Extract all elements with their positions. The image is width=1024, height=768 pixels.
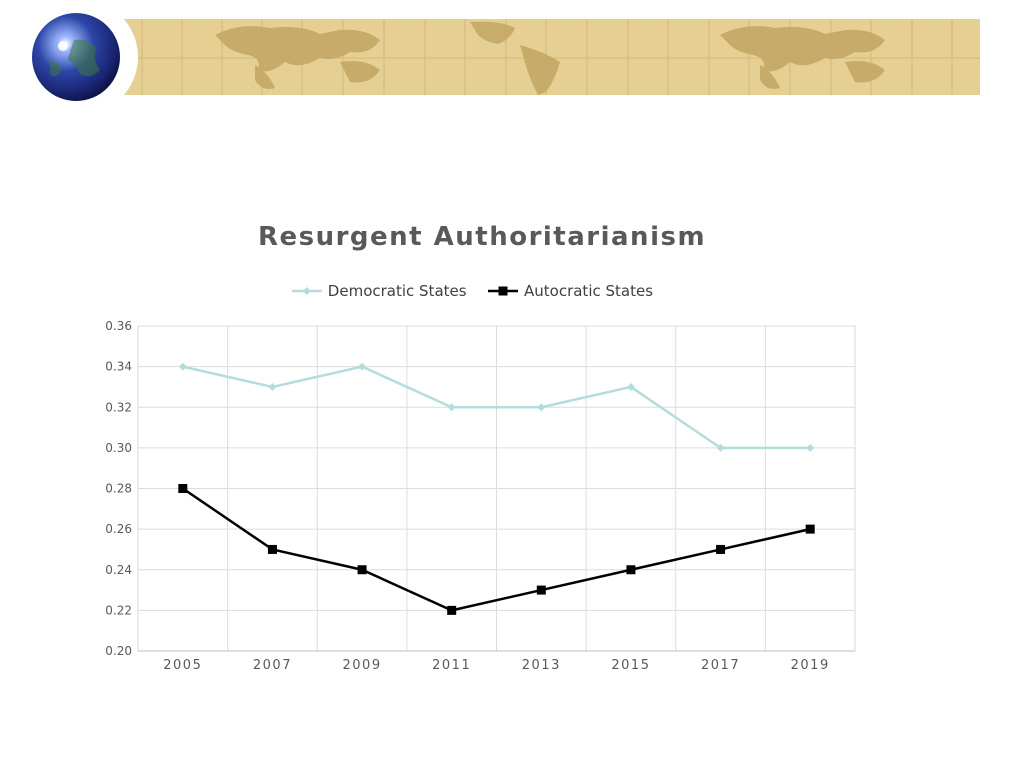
data-point-diamond: [358, 362, 367, 371]
data-point-square: [267, 544, 277, 554]
data-point-diamond: [537, 403, 546, 412]
data-point-diamond: [806, 443, 815, 452]
y-tick-label: 0.30: [105, 441, 132, 455]
y-tick-label: 0.24: [105, 563, 132, 577]
data-point-diamond: [268, 382, 277, 391]
y-tick-label: 0.22: [105, 603, 132, 617]
data-point-diamond: [716, 443, 725, 452]
legend-label: Democratic States: [328, 282, 467, 300]
y-tick-label: 0.28: [105, 482, 132, 496]
data-point-square: [805, 524, 815, 534]
x-tick-label: 2015: [611, 658, 650, 673]
x-tick-label: 2017: [701, 658, 740, 673]
legend-marker-diamond: [302, 287, 311, 295]
data-point-diamond: [626, 382, 635, 391]
y-tick-label: 0.20: [105, 644, 132, 658]
y-tick-label: 0.26: [105, 522, 132, 536]
x-tick-label: 2019: [791, 658, 830, 673]
x-tick-label: 2011: [432, 658, 471, 673]
data-point-square: [178, 484, 188, 493]
data-point-square: [626, 565, 636, 575]
chart-title: Resurgent Authoritarianism: [257, 222, 707, 252]
y-tick-label: 0.36: [105, 319, 132, 333]
data-point-square: [447, 605, 457, 615]
series-line-2: [182, 487, 811, 612]
data-point-square: [716, 544, 726, 554]
series-line-1: [182, 365, 811, 450]
legend-marker-square: [498, 286, 508, 296]
y-tick-label: 0.34: [105, 360, 132, 374]
data-point-square: [536, 585, 546, 595]
data-point-square: [357, 565, 367, 575]
x-tick-label: 2009: [343, 658, 382, 673]
legend-label: Autocratic States: [524, 282, 653, 300]
x-tick-label: 2013: [522, 658, 561, 673]
data-point-diamond: [178, 362, 187, 371]
data-point-diamond: [447, 403, 456, 412]
y-tick-label: 0.32: [105, 400, 132, 414]
x-tick-label: 2005: [163, 658, 202, 673]
line-chart: 0.20 0.22 0.24 0.26 0.28 0.30 0.32 0.34 0.36 2005…: [105, 282, 856, 673]
map-strip: [110, 19, 980, 95]
world-map-banner: [22, 0, 980, 110]
x-tick-label: 2007: [253, 658, 292, 673]
